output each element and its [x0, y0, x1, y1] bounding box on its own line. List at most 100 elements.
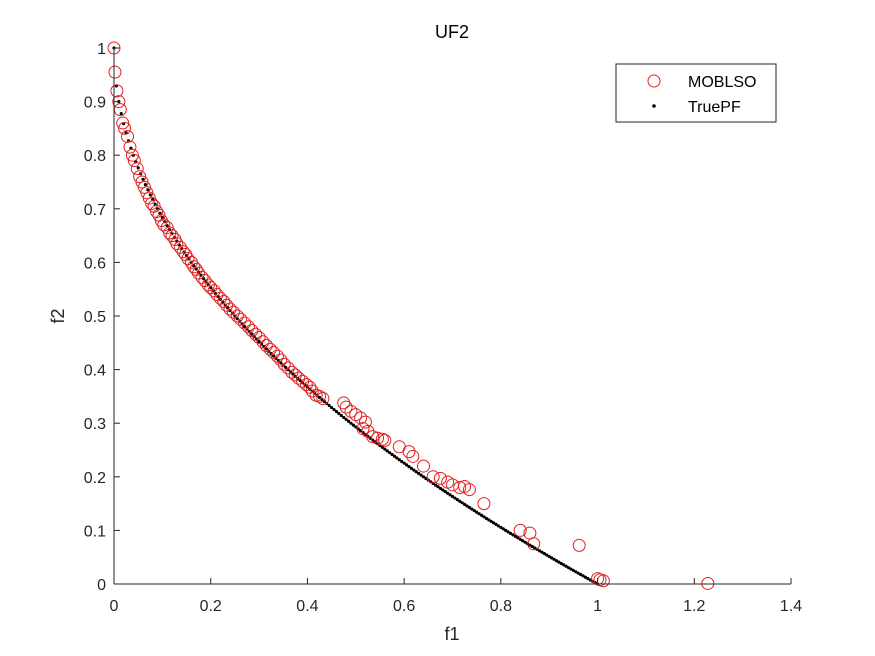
truepf-point	[141, 177, 145, 181]
legend-box	[615, 63, 777, 123]
truepf-point	[576, 571, 580, 575]
moblso-point	[187, 260, 201, 274]
truepf-point	[136, 166, 140, 170]
x-tick-label: 0.6	[393, 598, 415, 615]
truepf-point	[518, 537, 522, 541]
moblso-point	[433, 471, 447, 485]
truepf-point	[441, 488, 445, 492]
moblso-point	[339, 400, 353, 414]
y-tick-label: 0.5	[84, 309, 106, 326]
moblso-point	[513, 523, 527, 537]
truepf-point	[351, 423, 355, 427]
moblso-point	[118, 121, 132, 135]
moblso-point	[173, 240, 187, 254]
truepf-point	[419, 473, 423, 477]
moblso-point	[226, 305, 240, 319]
truepf-point	[412, 468, 416, 472]
truepf-point	[446, 491, 450, 495]
x-axis-label: f1	[444, 624, 459, 644]
truepf-point	[562, 563, 566, 567]
moblso-point	[591, 572, 605, 586]
y-tick-label: 0	[97, 577, 106, 594]
truepf-point	[528, 543, 532, 547]
y-tick-label: 0.6	[84, 255, 106, 272]
truepf-point	[400, 459, 404, 464]
truepf-point	[453, 496, 457, 500]
moblso-point	[378, 433, 392, 447]
truepf-point	[506, 530, 510, 534]
truepf-point	[284, 365, 288, 369]
truepf-point	[458, 499, 462, 503]
truepf-point	[409, 466, 413, 470]
x-tick-label: 1	[593, 598, 602, 615]
moblso-point	[305, 384, 319, 398]
truepf-point	[339, 413, 343, 418]
truepf-point	[143, 183, 148, 187]
moblso-point	[303, 380, 317, 394]
truepf-point	[385, 449, 389, 453]
truepf-point	[334, 409, 339, 414]
chart-marks	[107, 41, 715, 590]
truepf-point	[571, 568, 575, 573]
moblso-point	[288, 368, 302, 382]
truepf-point	[569, 567, 573, 571]
truepf-point	[344, 417, 348, 421]
moblso-point	[241, 320, 255, 334]
truepf-point	[414, 470, 418, 474]
moblso-point	[127, 154, 141, 168]
truepf-point	[501, 527, 505, 531]
moblso-point	[313, 389, 327, 403]
truepf-point	[521, 539, 525, 543]
moblso-point	[252, 330, 266, 344]
legend-marker-truepf	[652, 104, 656, 108]
legend-label-moblso: MOBLSO	[688, 74, 756, 91]
moblso-point	[123, 140, 137, 154]
truepf-point	[557, 560, 561, 564]
truepf-point	[530, 544, 534, 549]
x-tick-label: 1.2	[683, 598, 705, 615]
moblso-point	[453, 481, 467, 495]
moblso-point	[125, 148, 139, 162]
x-ticks: 0 0.2 0.4 0.6 0.8 1 1.2 1.4	[110, 578, 802, 615]
truepf-point	[550, 556, 554, 560]
truepf-point	[513, 534, 517, 538]
truepf-point	[436, 485, 440, 489]
moblso-point	[406, 449, 420, 463]
truepf-point	[470, 507, 474, 511]
truepf-point	[421, 475, 426, 479]
truepf-point	[547, 554, 551, 559]
moblso-point	[210, 288, 224, 302]
truepf-point	[349, 421, 353, 425]
truepf-point	[450, 494, 455, 499]
moblso-point	[477, 497, 491, 511]
truepf-point	[250, 332, 254, 336]
truepf-point	[317, 395, 322, 400]
truepf-point	[559, 561, 563, 566]
truepf-point	[327, 403, 331, 408]
truepf-point	[438, 486, 443, 490]
moblso-point	[108, 65, 122, 79]
x-tick-label: 0.8	[490, 598, 512, 615]
truepf-point	[443, 490, 447, 494]
moblso-point	[316, 392, 330, 406]
truepf-point	[482, 515, 486, 519]
truepf-point	[417, 471, 421, 476]
moblso-point	[220, 298, 234, 312]
truepf-point	[574, 570, 578, 574]
moblso-point	[170, 237, 184, 251]
truepf-point	[484, 516, 488, 520]
truepf-point	[148, 193, 152, 197]
truepf-point	[433, 483, 438, 487]
truepf-point	[192, 264, 196, 268]
truepf-point	[330, 405, 334, 410]
truepf-point	[342, 415, 346, 420]
moblso-point	[402, 445, 416, 459]
moblso-point	[366, 430, 380, 444]
truepf-point	[477, 512, 481, 516]
truepf-point	[402, 461, 406, 465]
moblso-point	[292, 371, 306, 385]
truepf-point	[460, 501, 464, 505]
x-tick-label: 1.4	[780, 598, 802, 615]
moblso-point	[274, 353, 288, 367]
moblso-point	[426, 470, 440, 484]
